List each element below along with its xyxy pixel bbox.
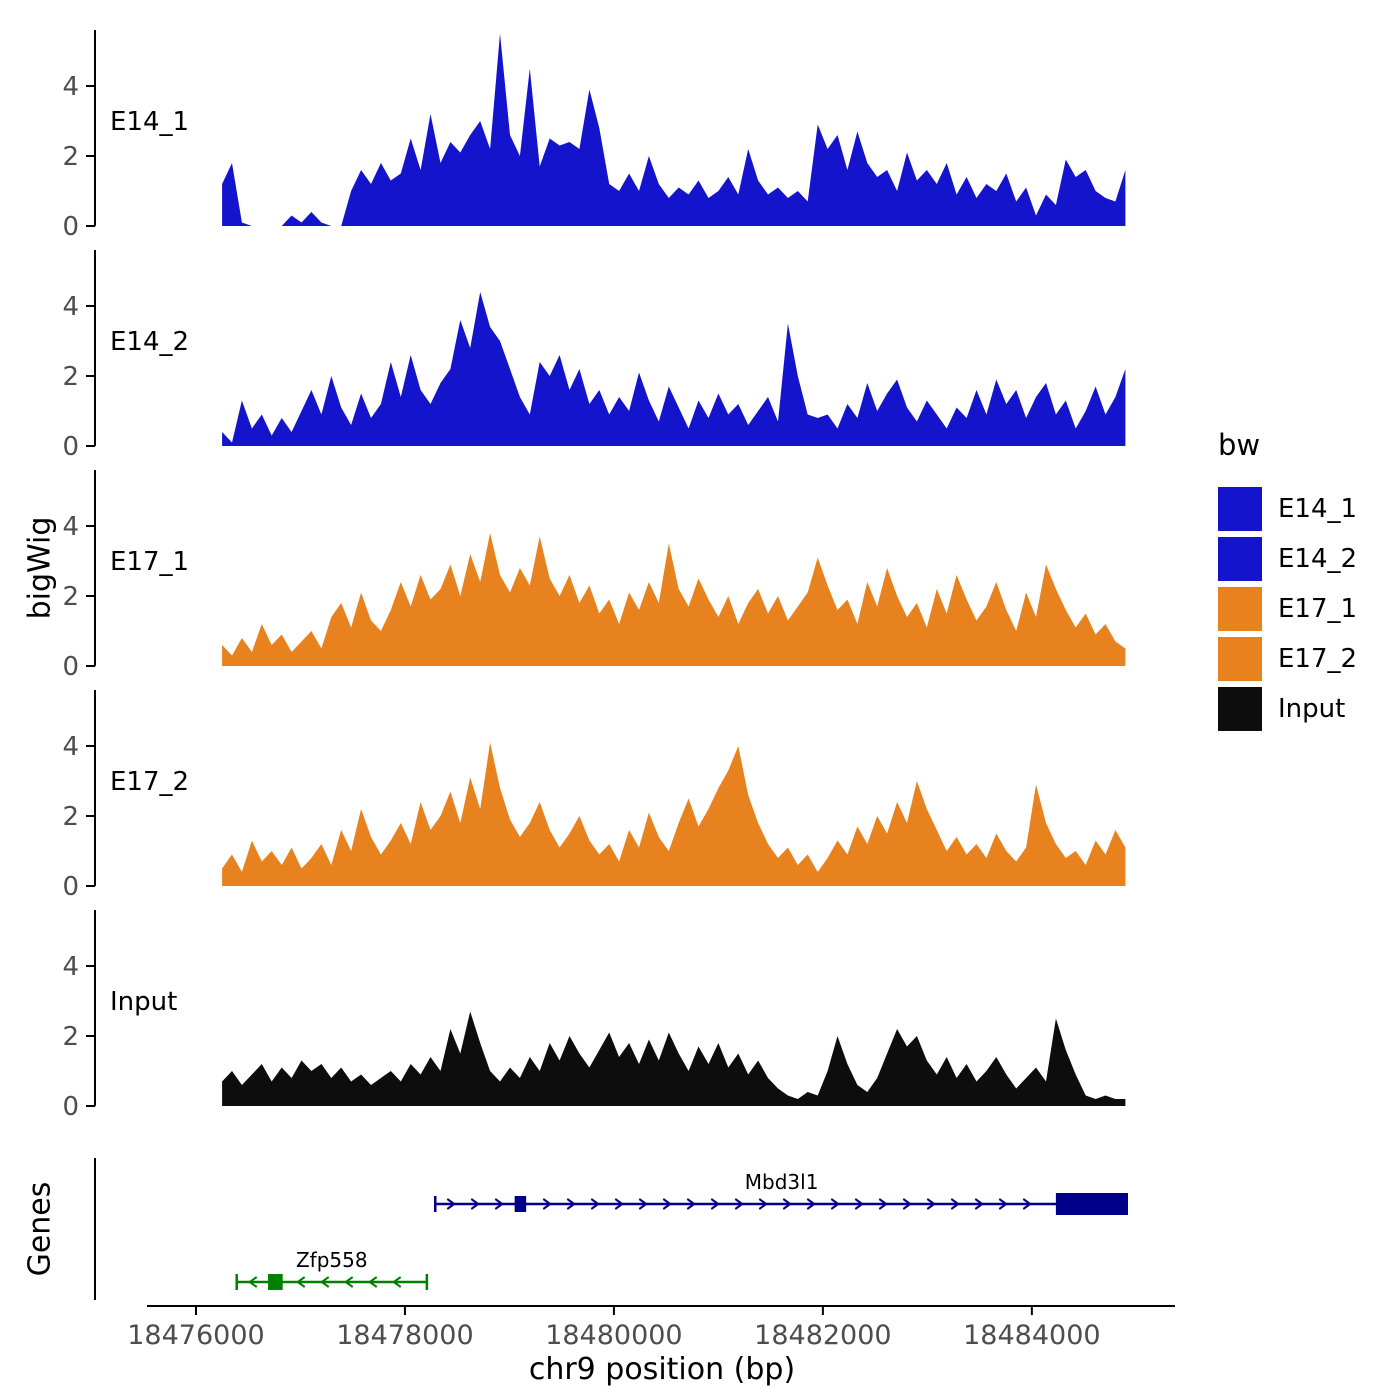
coverage-area-E14_2 [222, 292, 1126, 446]
x-tick-label: 18476000 [127, 1320, 264, 1351]
legend-entry-Input: Input [1218, 684, 1357, 734]
track-label-E14_1: E14_1 [110, 107, 189, 137]
x-tick-label: 18478000 [336, 1320, 473, 1351]
strand-arrow-icon [902, 1198, 912, 1210]
legend-swatch-icon [1218, 487, 1262, 531]
legend-label: Input [1278, 694, 1346, 724]
gene-thick-exon [1055, 1193, 1128, 1215]
strand-arrow-icon [1022, 1198, 1032, 1210]
legend-swatch-icon [1218, 587, 1262, 631]
gene-label-Zfp558: Zfp558 [296, 1248, 368, 1272]
y-tick-label: 2 [62, 142, 79, 172]
strand-arrow-icon [542, 1198, 552, 1210]
legend-entries: E14_1 E14_2 E17_1 E17_2 Input [1218, 484, 1357, 734]
x-tick-label: 18484000 [963, 1320, 1100, 1351]
strand-arrow-icon [854, 1198, 864, 1210]
x-axis-title: chr9 position (bp) [528, 1352, 796, 1387]
gene-Zfp558 [235, 1274, 429, 1290]
legend-label: E17_1 [1278, 594, 1358, 624]
strand-arrow-icon [974, 1198, 984, 1210]
strand-arrow-icon [758, 1198, 768, 1210]
x-tick-label: 18480000 [545, 1320, 682, 1351]
track-label-E17_2: E17_2 [110, 767, 189, 797]
coverage-area-E17_1 [222, 533, 1126, 666]
strand-arrow-icon [392, 1276, 402, 1288]
y-tick-label: 2 [62, 582, 79, 612]
gene-exon [514, 1196, 527, 1212]
strand-arrow-icon [806, 1198, 816, 1210]
gene-Mbd3l1 [433, 1193, 1128, 1215]
track-E14_1: 0 2 4 E14_1 [62, 30, 1126, 242]
legend-swatch-icon [1218, 637, 1262, 681]
track-E14_2: 0 2 4 E14_2 [62, 250, 1126, 462]
strand-arrow-icon [320, 1276, 330, 1288]
y-tick-label: 4 [62, 732, 79, 762]
coverage-area-E17_2 [222, 742, 1126, 886]
strand-arrow-icon [638, 1198, 648, 1210]
legend-swatch-icon [1218, 687, 1262, 731]
strand-arrow-icon [296, 1276, 306, 1288]
track-label-Input: Input [110, 987, 177, 1017]
y-tick-label: 4 [62, 512, 79, 542]
strand-arrow-icon [662, 1198, 672, 1210]
strand-arrow-icon [248, 1276, 258, 1288]
track-Input: 0 2 4 Input [62, 910, 1126, 1122]
y-tick-label: 0 [62, 212, 79, 242]
y-tick-label: 4 [62, 952, 79, 982]
strand-arrow-icon [998, 1198, 1008, 1210]
track-E17_1: 0 2 4 E17_1 [62, 470, 1126, 682]
strand-arrow-icon [830, 1198, 840, 1210]
strand-arrow-icon [614, 1198, 624, 1210]
legend-label: E14_1 [1278, 494, 1358, 524]
strand-arrow-icon [782, 1198, 792, 1210]
coverage-area-Input [222, 1011, 1126, 1106]
strand-arrow-icon [344, 1276, 354, 1288]
legend: bw E14_1 E14_2 E17_1 E17_2 Input [1218, 428, 1357, 734]
y-tick-label: 2 [62, 802, 79, 832]
y-tick-label: 4 [62, 292, 79, 322]
gene-exon [268, 1274, 283, 1290]
strand-arrow-icon [686, 1198, 696, 1210]
track-label-E17_1: E17_1 [110, 547, 189, 577]
strand-arrow-icon [734, 1198, 744, 1210]
x-tick-label: 18482000 [754, 1320, 891, 1351]
y-axis-title-bigwig: bigWig [22, 516, 58, 620]
strand-arrow-icon [470, 1198, 480, 1210]
y-axis-title-genes: Genes [22, 1181, 58, 1277]
strand-arrow-icon [590, 1198, 600, 1210]
y-tick-label: 0 [62, 432, 79, 462]
legend-title: bw [1218, 428, 1261, 462]
y-tick-label: 2 [62, 1022, 79, 1052]
strand-arrow-icon [368, 1276, 378, 1288]
coverage-area-E14_1 [222, 33, 1126, 226]
y-tick-label: 2 [62, 362, 79, 392]
gene-label-Mbd3l1: Mbd3l1 [745, 1170, 819, 1194]
legend-entry-E14_1: E14_1 [1218, 484, 1357, 534]
strand-arrow-icon [566, 1198, 576, 1210]
strand-arrow-icon [710, 1198, 720, 1210]
strand-arrow-icon [950, 1198, 960, 1210]
y-tick-label: 0 [62, 872, 79, 902]
legend-swatch-icon [1218, 537, 1262, 581]
legend-entry-E17_1: E17_1 [1218, 584, 1357, 634]
legend-entry-E14_2: E14_2 [1218, 534, 1357, 584]
y-tick-label: 4 [62, 72, 79, 102]
legend-label: E14_2 [1278, 544, 1358, 574]
strand-arrow-icon [926, 1198, 936, 1210]
track-label-E14_2: E14_2 [110, 327, 189, 357]
strand-arrow-icon [494, 1198, 504, 1210]
legend-entry-E17_2: E17_2 [1218, 634, 1357, 684]
y-tick-label: 0 [62, 1092, 79, 1122]
y-tick-label: 0 [62, 652, 79, 682]
strand-arrow-icon [446, 1198, 456, 1210]
strand-arrow-icon [878, 1198, 888, 1210]
track-E17_2: 0 2 4 E17_2 [62, 690, 1126, 902]
legend-label: E17_2 [1278, 644, 1358, 674]
